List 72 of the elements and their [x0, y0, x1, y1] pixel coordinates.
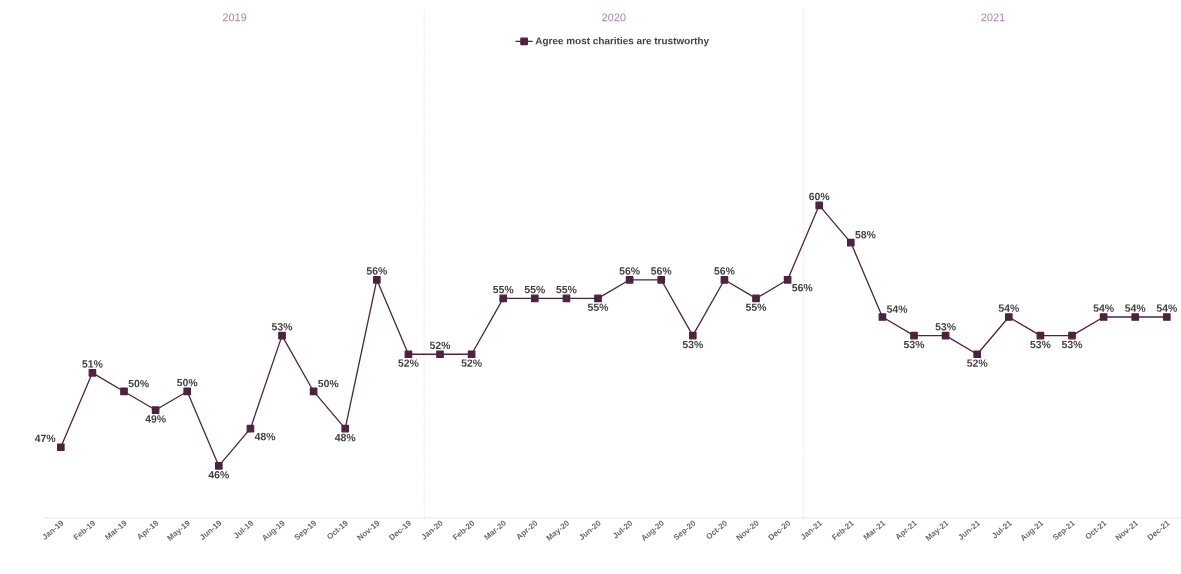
data-label: 48%	[334, 433, 356, 442]
data-label: 55%	[556, 285, 577, 294]
point	[1162, 313, 1171, 321]
point	[404, 350, 413, 359]
data-label: 53%	[1061, 340, 1083, 349]
data-label: 54%	[998, 304, 1019, 312]
data-label: 55%	[587, 303, 609, 311]
data-label: 53%	[682, 340, 703, 349]
data-label: 53%	[271, 323, 293, 331]
data-label: 50%	[128, 379, 149, 388]
point	[878, 313, 887, 321]
point	[846, 238, 855, 247]
point	[783, 275, 792, 284]
data-label: 56%	[651, 267, 672, 275]
data-label: 50%	[318, 379, 339, 388]
data-label: 56%	[714, 267, 735, 275]
data-label: 50%	[177, 378, 198, 387]
data-label: 52%	[398, 359, 419, 367]
data-label: 54%	[1125, 304, 1146, 312]
point	[530, 294, 539, 303]
data-label: 53%	[935, 323, 956, 331]
data-label: 55%	[493, 285, 514, 294]
point	[214, 462, 223, 470]
data-label: 54%	[1156, 304, 1177, 312]
point	[1068, 331, 1076, 340]
point	[688, 331, 697, 340]
data-label: 56%	[366, 267, 387, 275]
data-label: 52%	[461, 359, 482, 367]
data-label: 52%	[429, 341, 451, 350]
point	[151, 406, 160, 414]
data-label: 58%	[855, 231, 876, 239]
point	[1131, 313, 1140, 321]
legend-label: Agree most charities are trustworthy	[535, 37, 710, 47]
data-label: 53%	[1030, 340, 1051, 349]
point	[499, 294, 508, 303]
data-label: 56%	[792, 283, 813, 292]
point	[815, 201, 824, 210]
point	[1004, 313, 1013, 321]
point	[183, 387, 192, 396]
data-label: 46%	[208, 471, 229, 479]
data-label: 52%	[967, 359, 988, 367]
data-label: 60%	[809, 192, 830, 201]
point	[752, 294, 760, 303]
text: 2019	[222, 13, 247, 22]
point	[341, 424, 350, 433]
point	[246, 424, 255, 433]
point	[278, 331, 286, 340]
data-label: 47%	[34, 434, 56, 443]
point	[1099, 313, 1108, 321]
data-label: 53%	[903, 340, 925, 349]
point	[594, 294, 602, 303]
data-label: 55%	[745, 303, 767, 311]
point	[657, 275, 666, 284]
data-label: 54%	[1093, 304, 1114, 312]
data-label: 51%	[82, 360, 103, 368]
point	[720, 275, 729, 284]
point	[436, 350, 444, 359]
text: 2020	[602, 13, 626, 22]
data-label: 48%	[254, 432, 276, 441]
point	[56, 443, 65, 452]
data-label: 56%	[619, 267, 640, 275]
point	[625, 275, 634, 284]
data-label: 54%	[886, 305, 908, 313]
text: 2021	[981, 13, 1005, 22]
point	[88, 369, 97, 377]
data-label: 49%	[145, 415, 166, 423]
point	[910, 331, 918, 340]
point	[120, 387, 128, 396]
point	[973, 350, 982, 359]
point	[372, 275, 381, 284]
data-label: 55%	[524, 285, 545, 294]
point	[467, 350, 476, 359]
